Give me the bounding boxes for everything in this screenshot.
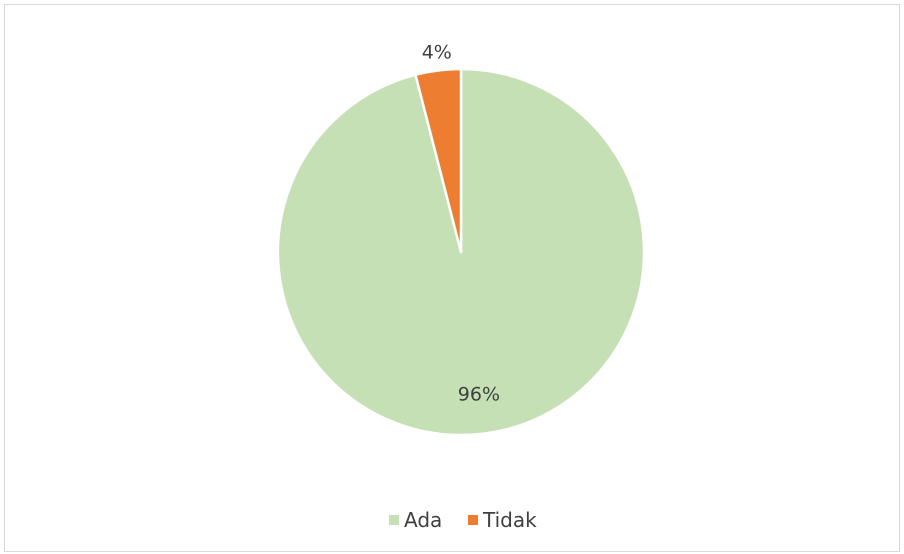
legend: Ada Tidak <box>389 508 537 532</box>
pie-slice-tidak <box>414 67 463 254</box>
data-label-tidak: 4% <box>422 42 452 64</box>
pie-slices <box>276 67 646 437</box>
legend-swatch-ada <box>389 515 399 525</box>
pie-data-labels: 96% 4% <box>422 42 500 406</box>
legend-label-ada: Ada <box>404 508 442 532</box>
legend-label-tidak: Tidak <box>482 508 537 532</box>
legend-swatch-tidak <box>468 515 478 525</box>
data-label-ada: 96% <box>458 384 500 406</box>
